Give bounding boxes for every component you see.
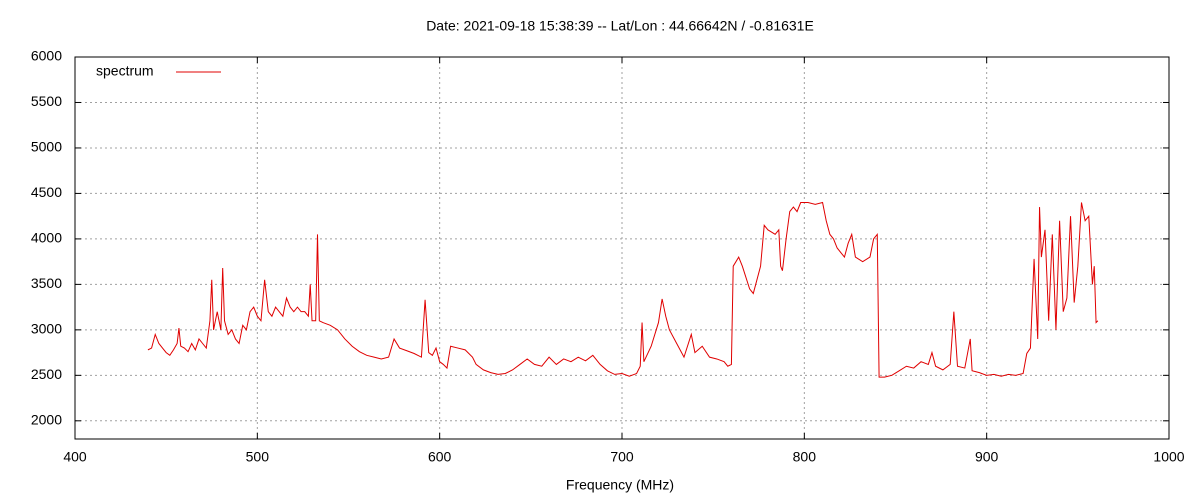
chart-title: Date: 2021-09-18 15:38:39 -- Lat/Lon : 4… bbox=[426, 18, 814, 34]
y-tick-label: 5000 bbox=[31, 139, 62, 155]
x-tick-label: 900 bbox=[975, 449, 999, 465]
x-tick-label: 400 bbox=[63, 449, 87, 465]
y-tick-label: 3000 bbox=[31, 321, 62, 337]
x-tick-label: 500 bbox=[246, 449, 270, 465]
y-tick-label: 3500 bbox=[31, 275, 62, 291]
y-tick-label: 4000 bbox=[31, 230, 62, 246]
data-line bbox=[147, 201, 1099, 378]
y-tick-label: 4500 bbox=[31, 184, 62, 200]
y-tick-label: 6000 bbox=[31, 48, 62, 64]
x-tick-label: 800 bbox=[793, 449, 817, 465]
y-tick-label: 2000 bbox=[31, 412, 62, 428]
x-tick-label: 600 bbox=[428, 449, 452, 465]
y-tick-label: 2500 bbox=[31, 366, 62, 382]
y-tick-label: 5500 bbox=[31, 93, 62, 109]
x-axis-label: Frequency (MHz) bbox=[566, 477, 674, 493]
x-tick-label: 1000 bbox=[1153, 449, 1184, 465]
x-tick-label: 700 bbox=[610, 449, 634, 465]
legend-label: spectrum bbox=[96, 63, 154, 79]
plot-frame bbox=[74, 56, 1170, 440]
